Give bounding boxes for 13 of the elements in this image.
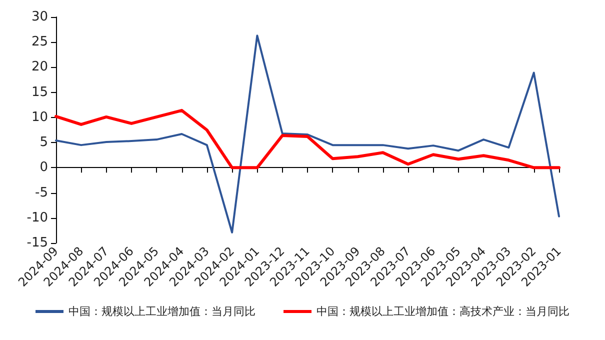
y-tick-label: 0 [40,160,48,176]
y-tick-label: 20 [31,60,48,75]
y-tick-label: -5 [35,185,48,200]
legend-label: 中国：规模以上工业增加值：当月同比 [68,305,256,318]
y-tick-label: -10 [26,210,48,226]
y-tick-label: 15 [31,84,48,100]
y-tick-label: -15 [26,236,48,250]
y-tick-label: 25 [31,34,48,50]
legend-label: 中国：规模以上工业增加值：高技术产业：当月同比 [316,305,570,318]
y-tick-label: 5 [40,135,48,150]
y-tick-label: 10 [31,110,48,125]
line-series [54,108,560,170]
y-tick-label: 30 [31,10,48,24]
